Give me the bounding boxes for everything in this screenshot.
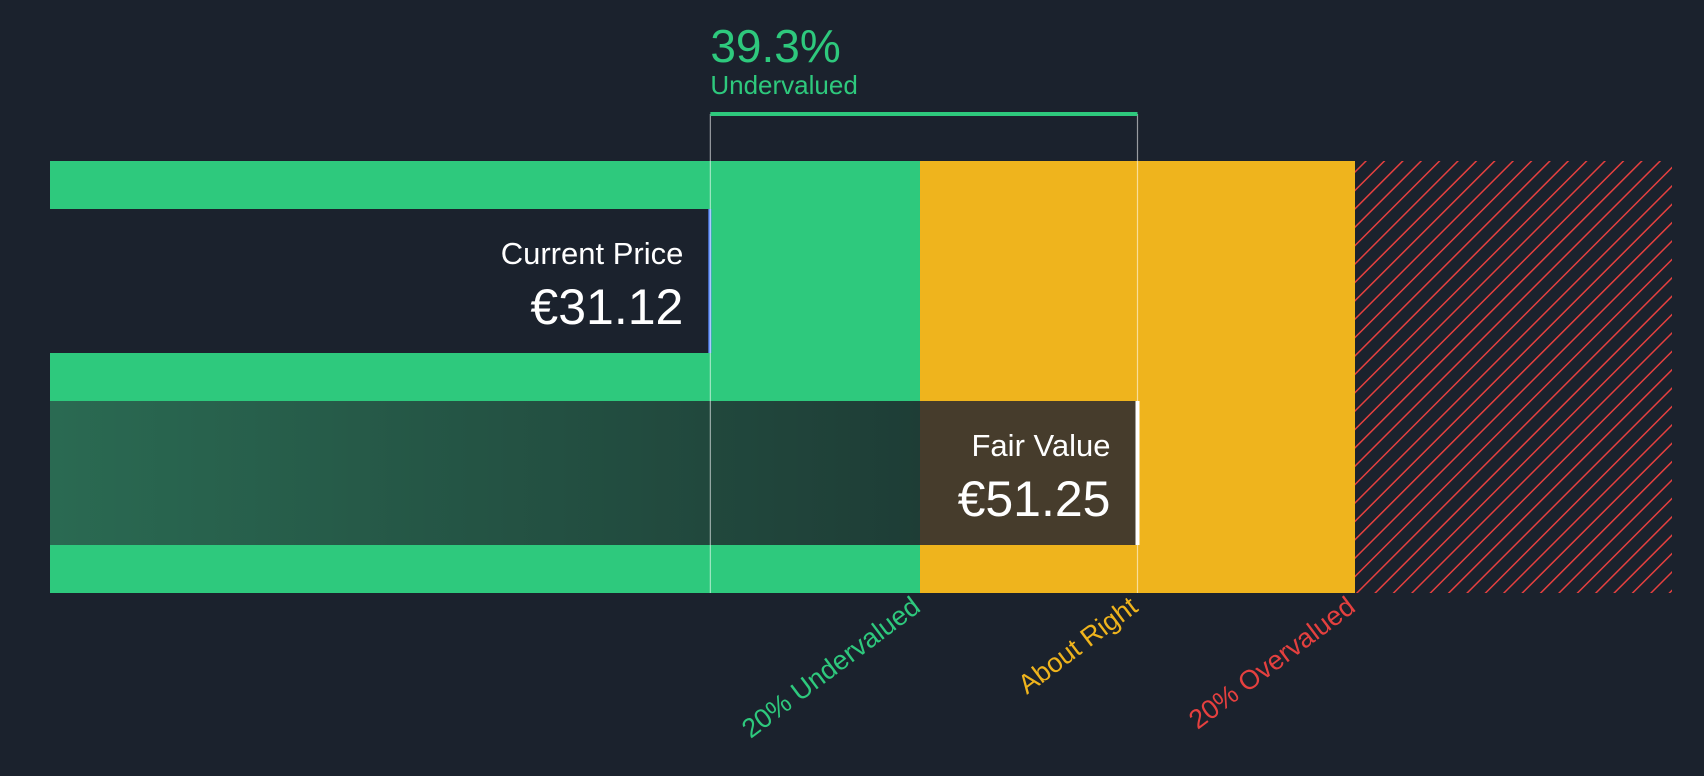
zone-overvalued-hatch [1355, 161, 1672, 593]
discount-bracket-top [710, 112, 1138, 116]
zone-label-about-right: About Right [1012, 591, 1143, 700]
zone-label-overvalued: 20% Overvalued [1183, 591, 1360, 735]
discount-percent: 39.3% [710, 20, 840, 72]
discount-status: Undervalued [710, 70, 857, 100]
current-price-value: €31.12 [530, 279, 683, 335]
current-price-label: Current Price [501, 236, 684, 271]
fair-value-bar [50, 401, 920, 545]
zone-label-undervalued: 20% Undervalued [736, 591, 925, 744]
current-price-bar [50, 209, 711, 353]
fair-value-bar-overlap [920, 401, 1138, 545]
fair-value-value: €51.25 [958, 471, 1111, 527]
fair-value-label: Fair Value [972, 428, 1111, 463]
